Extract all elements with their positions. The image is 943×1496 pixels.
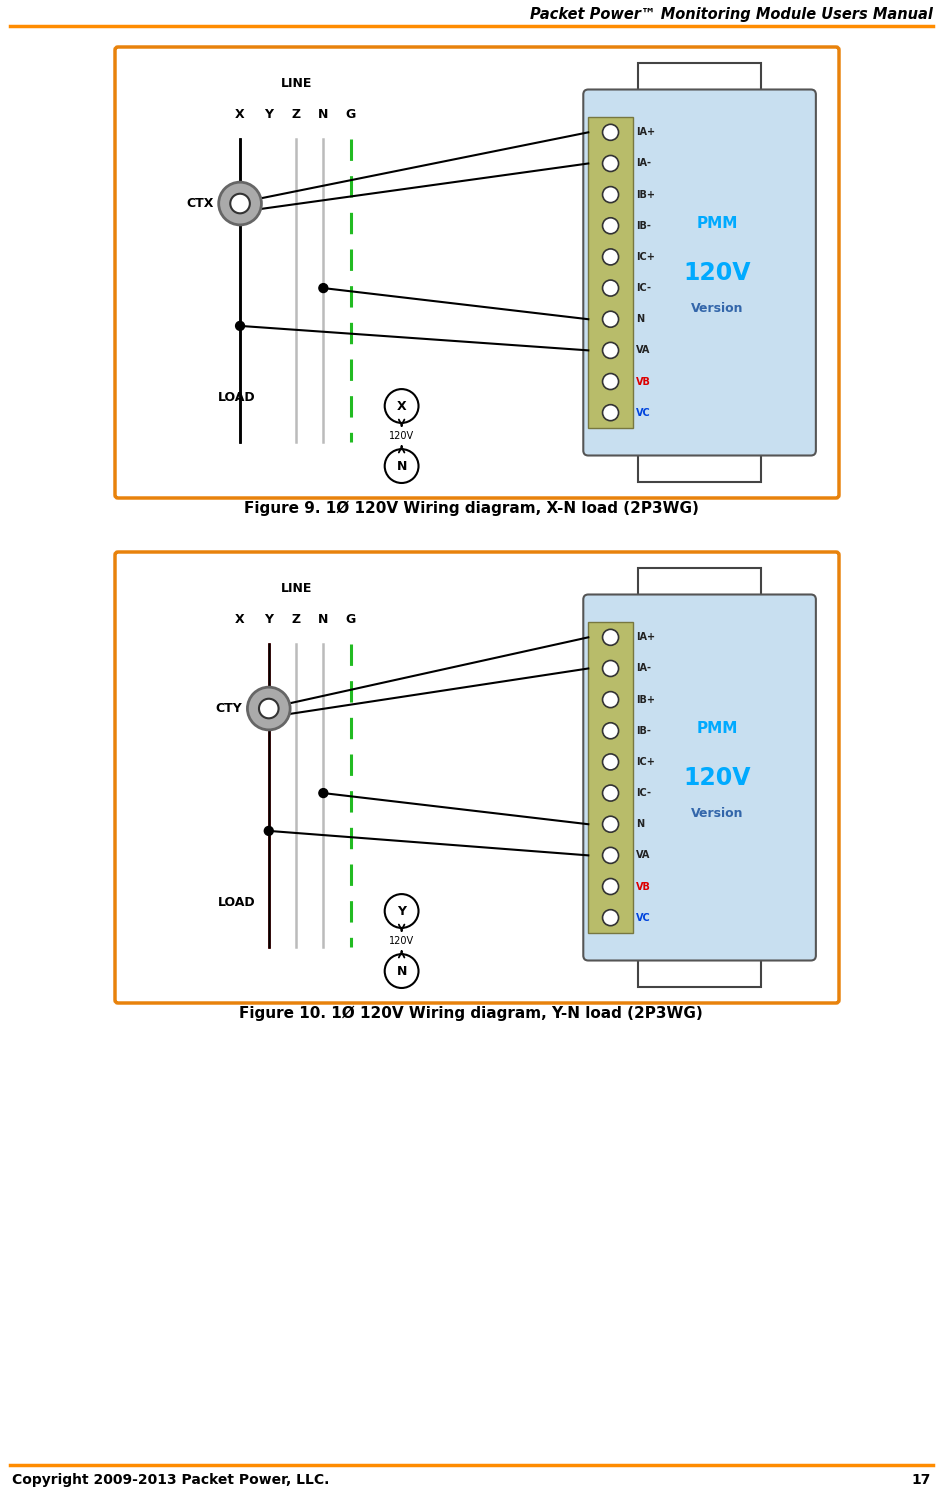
- FancyBboxPatch shape: [584, 90, 816, 455]
- Text: Version: Version: [691, 302, 744, 314]
- Circle shape: [603, 723, 619, 739]
- Text: VC: VC: [636, 408, 651, 417]
- Text: IB+: IB+: [636, 694, 654, 705]
- Circle shape: [603, 124, 619, 141]
- Circle shape: [603, 374, 619, 389]
- Text: N: N: [636, 820, 644, 829]
- Circle shape: [603, 785, 619, 800]
- Text: IA+: IA+: [636, 127, 655, 138]
- Bar: [638, 947, 761, 987]
- Circle shape: [603, 691, 619, 708]
- Circle shape: [603, 187, 619, 202]
- Circle shape: [264, 826, 273, 835]
- Text: N: N: [396, 965, 406, 977]
- Circle shape: [603, 660, 619, 676]
- Text: LINE: LINE: [280, 76, 312, 90]
- Circle shape: [230, 194, 250, 214]
- Text: LINE: LINE: [280, 582, 312, 595]
- Text: Packet Power™ Monitoring Module Users Manual: Packet Power™ Monitoring Module Users Ma…: [530, 6, 933, 21]
- Circle shape: [603, 878, 619, 895]
- Text: VA: VA: [636, 346, 650, 356]
- Text: CTY: CTY: [216, 702, 242, 715]
- Circle shape: [385, 954, 419, 987]
- Circle shape: [603, 817, 619, 832]
- Text: LOAD: LOAD: [218, 390, 256, 404]
- Text: N: N: [318, 108, 328, 121]
- Text: VB: VB: [636, 377, 651, 386]
- Text: Copyright 2009-2013 Packet Power, LLC.: Copyright 2009-2013 Packet Power, LLC.: [12, 1474, 329, 1487]
- Bar: [588, 117, 633, 428]
- Text: IB-: IB-: [636, 221, 651, 230]
- Circle shape: [385, 389, 419, 423]
- Text: N: N: [396, 459, 406, 473]
- Text: IA-: IA-: [636, 663, 651, 673]
- Circle shape: [236, 322, 244, 331]
- Text: X: X: [397, 399, 406, 413]
- Text: Y: Y: [264, 108, 273, 121]
- Text: N: N: [636, 314, 644, 325]
- Text: 120V: 120V: [684, 260, 752, 284]
- Circle shape: [603, 311, 619, 328]
- Text: IB-: IB-: [636, 726, 651, 736]
- Text: IB+: IB+: [636, 190, 654, 199]
- Circle shape: [603, 847, 619, 863]
- FancyBboxPatch shape: [584, 594, 816, 960]
- Text: VB: VB: [636, 881, 651, 892]
- Circle shape: [603, 218, 619, 233]
- Text: G: G: [345, 613, 356, 625]
- Circle shape: [319, 284, 328, 293]
- Text: 120V: 120V: [389, 936, 414, 945]
- Bar: [588, 622, 633, 934]
- Circle shape: [385, 895, 419, 928]
- Circle shape: [603, 404, 619, 420]
- Bar: [638, 568, 761, 609]
- Text: Version: Version: [691, 806, 744, 820]
- Circle shape: [219, 183, 261, 224]
- Text: Figure 9. 1Ø 120V Wiring diagram, X-N load (2P3WG): Figure 9. 1Ø 120V Wiring diagram, X-N lo…: [243, 500, 699, 516]
- Circle shape: [319, 788, 328, 797]
- Text: IC-: IC-: [636, 283, 651, 293]
- Text: IA-: IA-: [636, 159, 651, 169]
- Text: X: X: [235, 613, 245, 625]
- Text: IC+: IC+: [636, 251, 654, 262]
- Circle shape: [603, 910, 619, 926]
- Text: PMM: PMM: [697, 721, 738, 736]
- Text: Z: Z: [291, 108, 301, 121]
- Circle shape: [603, 754, 619, 770]
- Text: X: X: [235, 108, 245, 121]
- Circle shape: [603, 343, 619, 359]
- Text: 17: 17: [912, 1474, 931, 1487]
- Text: PMM: PMM: [697, 215, 738, 230]
- Text: Z: Z: [291, 613, 301, 625]
- Bar: [638, 441, 761, 482]
- Text: VC: VC: [636, 913, 651, 923]
- Text: 120V: 120V: [389, 431, 414, 441]
- Text: IA+: IA+: [636, 633, 655, 642]
- Text: VA: VA: [636, 850, 650, 860]
- FancyBboxPatch shape: [115, 46, 839, 498]
- FancyBboxPatch shape: [115, 552, 839, 1002]
- Circle shape: [603, 630, 619, 645]
- Text: Y: Y: [264, 613, 273, 625]
- Text: CTX: CTX: [187, 197, 214, 209]
- Text: N: N: [318, 613, 328, 625]
- Circle shape: [247, 687, 290, 730]
- Circle shape: [603, 156, 619, 172]
- Text: IC+: IC+: [636, 757, 654, 767]
- Circle shape: [603, 280, 619, 296]
- Text: 120V: 120V: [684, 766, 752, 790]
- Text: Y: Y: [397, 905, 406, 917]
- Circle shape: [603, 248, 619, 265]
- Text: IC-: IC-: [636, 788, 651, 797]
- Text: Figure 10. 1Ø 120V Wiring diagram, Y-N load (2P3WG): Figure 10. 1Ø 120V Wiring diagram, Y-N l…: [240, 1005, 703, 1020]
- Circle shape: [259, 699, 278, 718]
- Circle shape: [385, 449, 419, 483]
- Text: G: G: [345, 108, 356, 121]
- Text: LOAD: LOAD: [218, 896, 256, 908]
- Bar: [638, 63, 761, 103]
